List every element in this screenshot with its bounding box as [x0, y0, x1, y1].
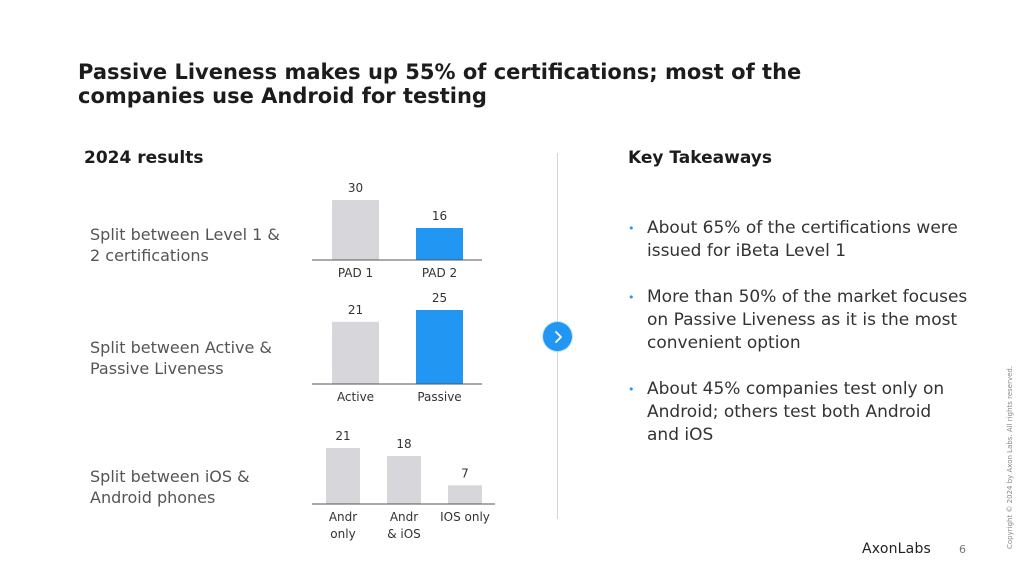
value-label: 21	[335, 429, 350, 443]
slide-title: Passive Liveness makes up 55% of certifi…	[78, 60, 802, 108]
bullet-icon: •	[628, 222, 635, 235]
value-label: 25	[432, 291, 447, 305]
row-label-level: Split between Level 1 & 2 certifications	[90, 225, 280, 265]
value-label: 30	[348, 181, 363, 195]
bar-platform-1	[326, 448, 360, 504]
chart-liveness-split: 21 Active 25 Passive	[312, 291, 482, 404]
value-label: 21	[348, 303, 363, 317]
takeaways-list: • About 65% of the certifications were i…	[628, 217, 968, 470]
category-label: Active	[337, 390, 374, 404]
bar-level-2	[416, 228, 463, 260]
takeaways-heading: Key Takeaways	[628, 148, 772, 168]
copyright-notice: Copyright © 2024 by Axon Labs. All right…	[1006, 365, 1014, 549]
bar-platform-3	[448, 485, 482, 504]
category-label: IOS only	[440, 510, 490, 524]
brand-logo: AxonLabs	[862, 541, 932, 557]
category-label: Passive	[417, 390, 461, 404]
chevron-right-icon	[554, 330, 562, 343]
bar-level-1	[332, 200, 379, 260]
row-label-platform: Split between iOS & Android phones	[90, 467, 250, 507]
category-label: PAD 1	[338, 266, 373, 280]
value-label: 7	[461, 466, 469, 480]
value-label: 16	[432, 209, 447, 223]
takeaway-text: About 45% companies test only on Android…	[647, 379, 945, 445]
chart-level-split: 30 PAD 1 16 PAD 2	[312, 181, 482, 280]
bar-liveness-1	[332, 321, 379, 384]
results-heading: 2024 results	[84, 148, 204, 168]
bar-liveness-2	[416, 310, 463, 384]
category-label: Andr & iOS	[387, 510, 421, 541]
takeaway-text: About 65% of the certifications were iss…	[647, 218, 958, 261]
takeaway-item: • More than 50% of the market focuses on…	[628, 286, 968, 355]
bar-platform-2	[387, 456, 421, 504]
takeaway-item: • About 65% of the certifications were i…	[628, 217, 968, 263]
bullet-icon: •	[628, 291, 635, 304]
category-label: Andr only	[329, 510, 357, 541]
takeaway-text: More than 50% of the market focuses on P…	[647, 287, 968, 353]
page-number: 6	[959, 543, 966, 556]
category-label: PAD 2	[422, 266, 457, 280]
chart-platform-split: 21 Andr only 18 Andr & iOS 7 IOS only	[312, 429, 495, 541]
bullet-icon: •	[628, 383, 635, 396]
value-label: 18	[396, 437, 411, 451]
row-label-liveness: Split between Active & Passive Liveness	[90, 338, 272, 378]
next-arrow-button[interactable]	[543, 322, 572, 351]
takeaway-item: • About 45% companies test only on Andro…	[628, 378, 968, 447]
